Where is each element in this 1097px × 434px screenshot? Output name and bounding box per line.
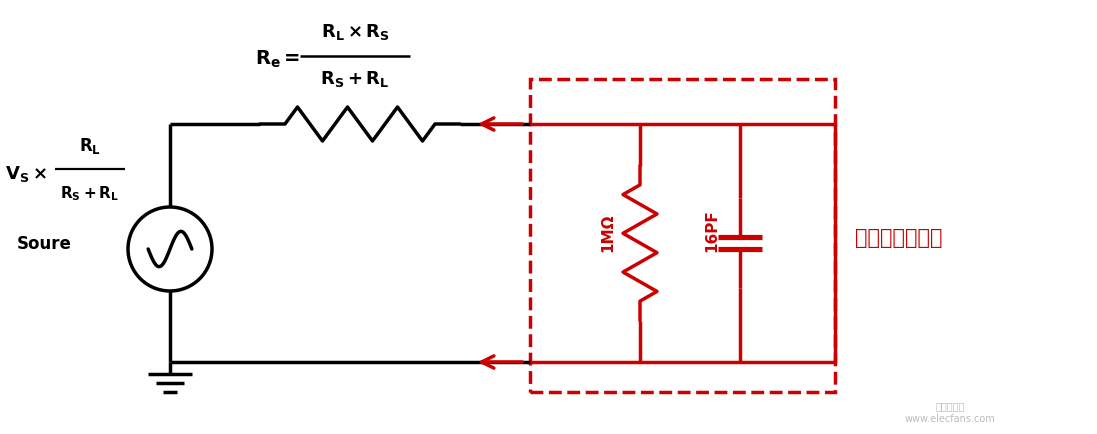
Text: $\mathbf{R_e=}$: $\mathbf{R_e=}$ (255, 48, 301, 69)
Text: $\mathbf{R_L}$: $\mathbf{R_L}$ (79, 136, 101, 156)
Bar (530, 79, 835, 392)
Text: $\mathbf{R_S + R_L}$: $\mathbf{R_S + R_L}$ (320, 69, 389, 89)
Text: 示波器等效模型: 示波器等效模型 (855, 228, 942, 248)
Text: 电子发烧友
www.elecfans.com: 电子发烧友 www.elecfans.com (905, 401, 995, 424)
Text: $\mathbf{V_S \times}$: $\mathbf{V_S \times}$ (5, 164, 47, 184)
Text: 16PF: 16PF (704, 210, 720, 253)
Text: $\mathbf{R_S + R_L}$: $\mathbf{R_S + R_L}$ (60, 184, 120, 203)
Text: Soure: Soure (18, 235, 72, 253)
Text: 1MΩ: 1MΩ (600, 214, 615, 252)
Text: $\mathbf{R_L \times R_S}$: $\mathbf{R_L \times R_S}$ (320, 22, 389, 42)
